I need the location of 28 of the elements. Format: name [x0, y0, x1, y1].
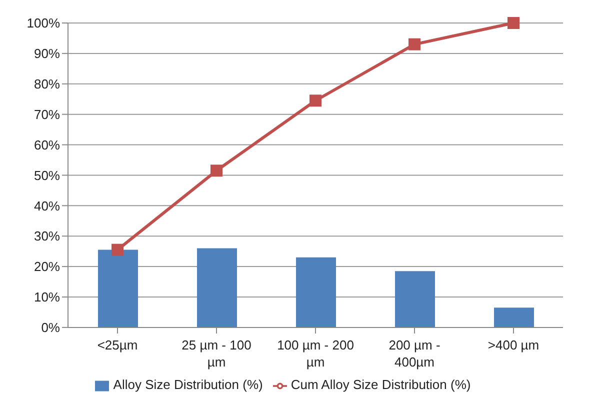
y-tick-label: 70% [34, 106, 60, 122]
bar [395, 271, 435, 328]
point [210, 164, 222, 177]
y-tick-label: 40% [34, 198, 60, 214]
legend-label: Alloy Size Distribution (%) [113, 377, 263, 392]
bar [98, 250, 138, 328]
y-tick-label: 80% [34, 76, 60, 92]
y-tick-label: 30% [34, 228, 60, 244]
legend-label: Cum Alloy Size Distribution (%) [290, 377, 471, 392]
point [508, 17, 520, 29]
y-tick-label: 20% [34, 259, 60, 274]
bar [197, 248, 237, 328]
y-tick-label: 60% [34, 137, 60, 152]
y-tick-label: 10% [34, 290, 60, 305]
y-tick-label: 100% [26, 16, 60, 31]
x-tick-label: 25 µm - 100 µm [182, 337, 252, 370]
x-tick-label: 100 µm - 200 µm [277, 337, 354, 370]
point [310, 94, 322, 107]
point [408, 38, 420, 50]
y-tick-label: 90% [34, 46, 60, 62]
bar [494, 308, 534, 328]
x-tick-label: <25µm [97, 337, 138, 352]
x-tick-label: >400 µm [488, 337, 540, 352]
x-tick-label: 200 µm - 400µm [388, 337, 440, 370]
bar [296, 257, 336, 328]
y-tick-label: 0% [41, 320, 60, 336]
point [112, 244, 124, 256]
y-tick-label: 50% [34, 168, 60, 183]
